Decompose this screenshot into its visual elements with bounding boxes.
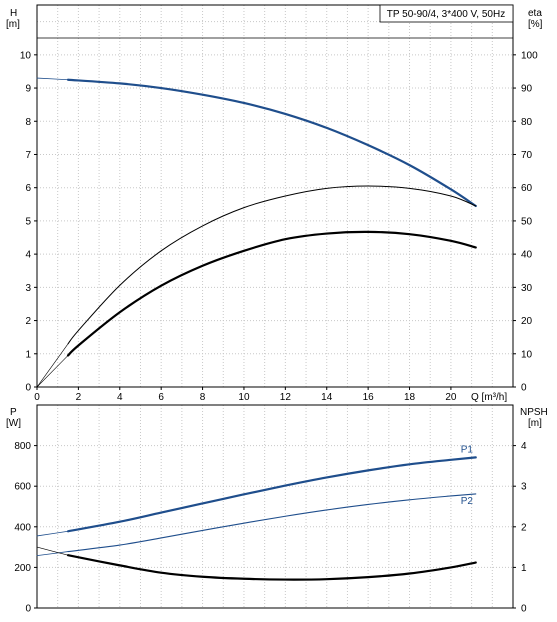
bot-left-tick-label: 0: [25, 604, 31, 615]
bottom-right-axis-label-2: [m]: [528, 418, 542, 429]
bot-left-tick-label: 200: [14, 563, 31, 574]
bot-series-line-5: [36, 546, 69, 556]
bottom-grid: [37, 405, 513, 608]
top-right-tick-label: 10: [521, 349, 533, 360]
bot-right-tick-label: 2: [521, 522, 527, 533]
top-right-tick-label: 30: [521, 283, 533, 294]
chart-title: TP 50-90/4, 3*400 V, 50Hz: [387, 9, 505, 20]
series-label-p1: P1: [461, 444, 474, 455]
bot-series-line-3: [36, 551, 69, 557]
top-right-tick-label: 20: [521, 316, 533, 327]
top-right-tick-label: 50: [521, 216, 533, 227]
top-left-axis-label-1: H: [10, 8, 17, 19]
top-right-tick-label: 60: [521, 183, 533, 194]
top-right-axis-label-2: [%]: [528, 19, 543, 30]
x-tick-label: 16: [363, 392, 375, 403]
bottom-plot-frame: [36, 404, 514, 609]
bottom-left-axis-label-1: P: [10, 407, 17, 418]
bottom-left-axis-label-2: [W]: [6, 418, 21, 429]
top-right-tick-label: 40: [521, 250, 533, 261]
chart-title-box: [379, 4, 514, 23]
x-tick-label: 18: [404, 392, 416, 403]
bot-series-line-0: [66, 456, 477, 533]
bottom-series: P1 P2: [36, 444, 477, 581]
bot-left-tick-label: 800: [14, 441, 31, 452]
top-right-tick-label: 100: [521, 50, 538, 61]
top-series-line-5: [36, 355, 69, 388]
x-tick-label: 20: [445, 392, 457, 403]
top-left-tick-label: 4: [25, 250, 31, 261]
top-series-line-3: [36, 343, 69, 388]
x-axis-label: Q [m³/h]: [471, 392, 507, 403]
top-left-tick-label: 1: [25, 349, 31, 360]
bot-right-tick-label: 4: [521, 441, 527, 452]
x-tick-label: 12: [280, 392, 292, 403]
top-left-tick-label: 10: [20, 50, 32, 61]
bot-left-tick-label: 400: [14, 522, 31, 533]
top-left-tick-label: 9: [25, 84, 31, 95]
bottom-tick-labels: 0 200 400 600 800 0 1 2 3 4: [14, 441, 527, 614]
top-right-tick-label: 0: [521, 383, 527, 394]
top-left-tick-label: 6: [25, 183, 31, 194]
top-chart: TP 50-90/4, 3*400 V, 50Hz H [m] eta [%] …: [6, 4, 543, 403]
x-tick-label: 8: [200, 392, 206, 403]
x-tick-label: 6: [158, 392, 164, 403]
top-right-tick-label: 70: [521, 150, 533, 161]
bot-series-line-1: [36, 530, 69, 537]
top-series-line-2: [67, 185, 477, 345]
top-left-tick-label: 2: [25, 316, 31, 327]
top-left-tick-label: 3: [25, 283, 31, 294]
top-series-line-4: [66, 230, 477, 357]
top-grid: [37, 5, 513, 387]
top-right-tick-label: 80: [521, 117, 533, 128]
x-tick-label: 14: [321, 392, 333, 403]
bot-right-tick-label: 3: [521, 482, 527, 493]
bot-series-line-2: [67, 493, 477, 553]
x-tick-label: 2: [76, 392, 82, 403]
top-left-tick-label: 0: [25, 383, 31, 394]
top-series: [36, 77, 477, 388]
top-left-tick-label: 7: [25, 150, 31, 161]
top-right-tick-label: 90: [521, 84, 533, 95]
top-series-line-0: [66, 78, 477, 208]
bot-right-tick-label: 1: [521, 563, 527, 574]
bottom-chart: P [W] NPSH [m] 0 200 400 600 800 0 1 2 3 4 P1 P2: [6, 404, 548, 615]
bottom-right-axis-label-1: NPSH: [520, 407, 548, 418]
x-tick-label: 10: [238, 392, 250, 403]
top-right-axis-label-1: eta: [528, 8, 542, 19]
bot-left-tick-label: 600: [14, 482, 31, 493]
bot-right-tick-label: 0: [521, 604, 527, 615]
top-series-line-1: [36, 77, 69, 81]
top-left-tick-label: 8: [25, 117, 31, 128]
x-tick-label: 4: [117, 392, 123, 403]
series-label-p2: P2: [461, 496, 474, 507]
top-plot-frame: [36, 4, 514, 388]
top-left-axis-label-2: [m]: [6, 19, 20, 30]
top-left-tick-label: 5: [25, 216, 31, 227]
bot-series-line-4: [66, 554, 477, 581]
x-tick-label: 0: [34, 392, 40, 403]
